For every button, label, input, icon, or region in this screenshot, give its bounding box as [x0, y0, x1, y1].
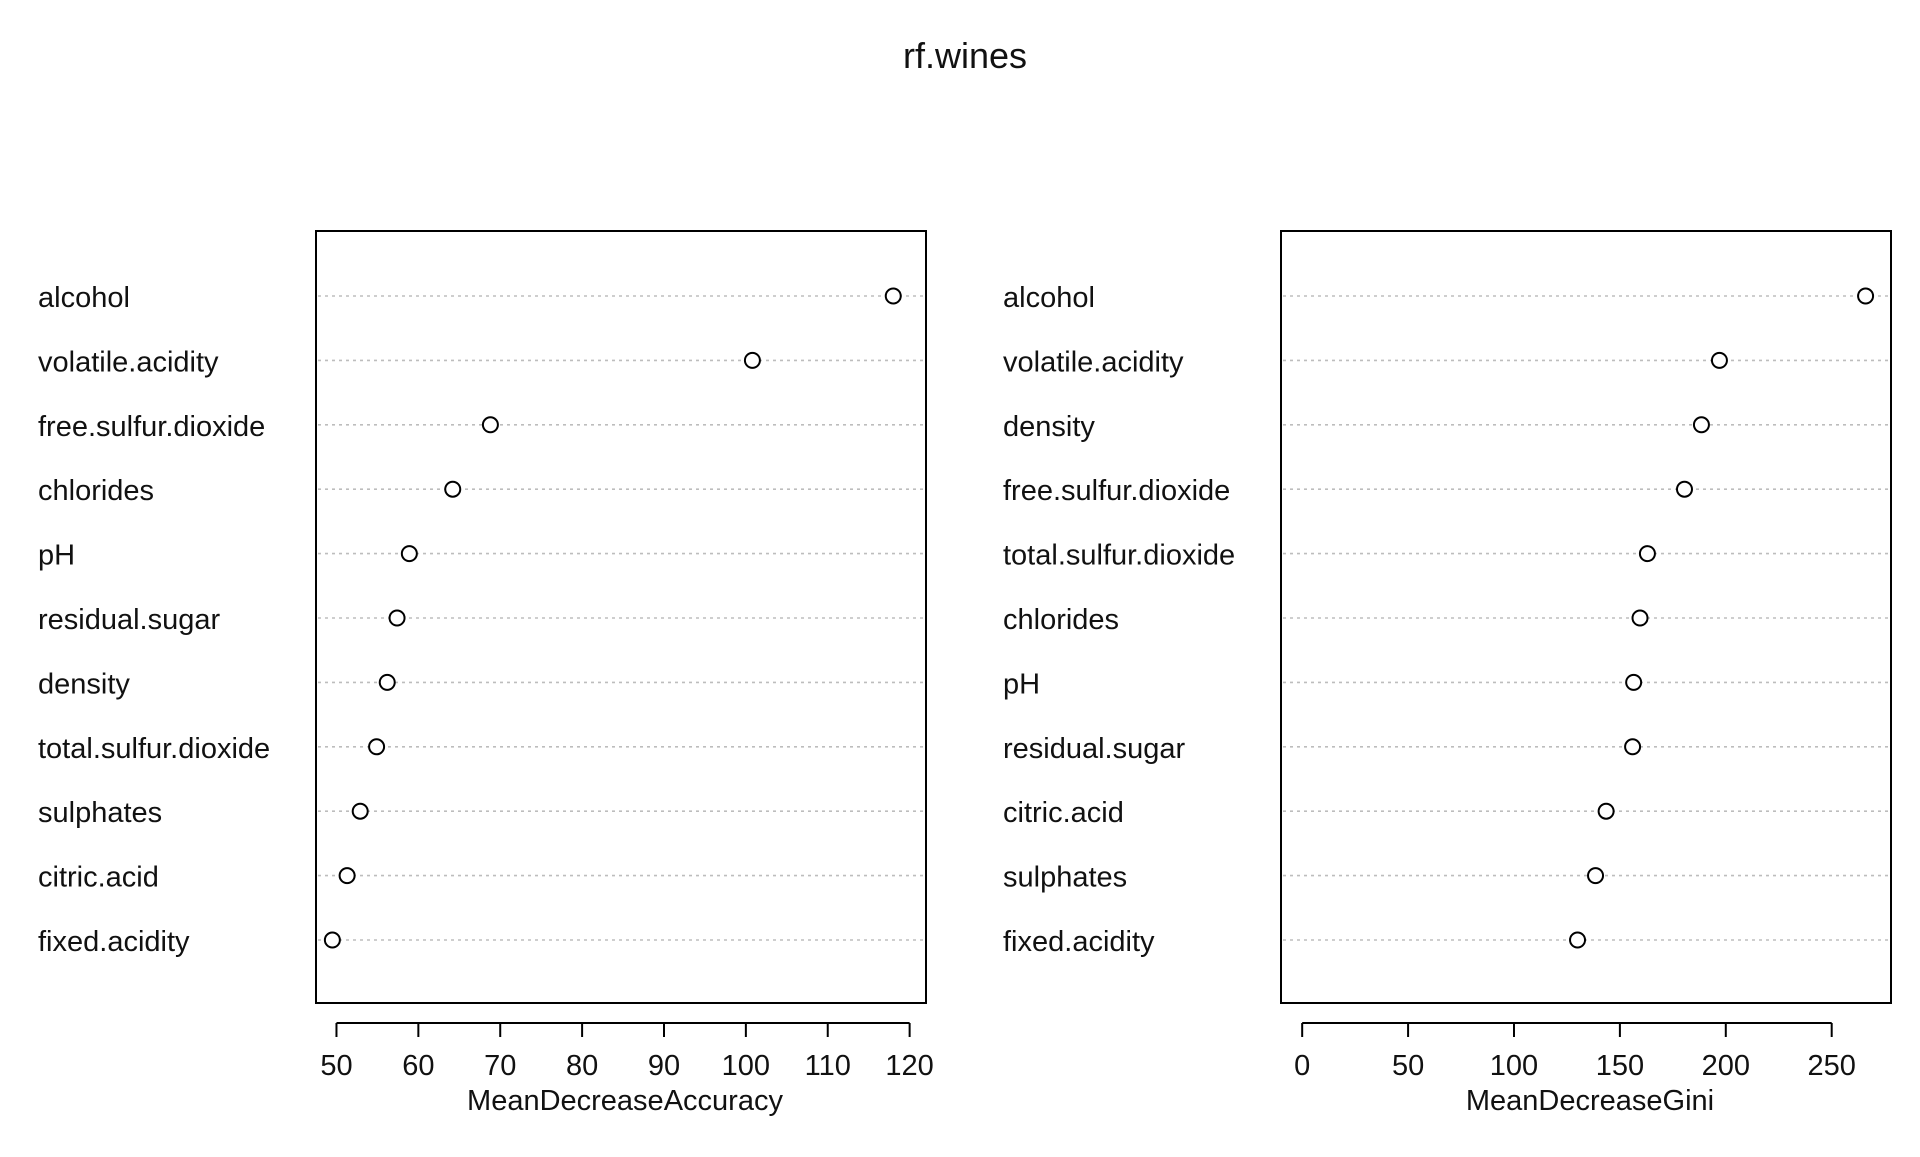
category-label: sulphates: [38, 797, 162, 829]
data-point: [1631, 609, 1649, 627]
data-point: [368, 738, 386, 756]
data-point: [1587, 867, 1605, 885]
x-tick-label: 70: [484, 1050, 516, 1082]
category-label: residual.sugar: [38, 604, 220, 636]
x-tick-label: 90: [648, 1050, 680, 1082]
data-point: [1675, 480, 1693, 498]
data-point: [1710, 351, 1728, 369]
x-tick-label: 200: [1702, 1050, 1750, 1082]
category-label: residual.sugar: [1003, 733, 1185, 765]
category-label: chlorides: [38, 475, 154, 507]
panel-mean-decrease-gini: alcohol volatile.acidity density free.sulfu…: [1003, 230, 1892, 1117]
category-label: alcohol: [1003, 282, 1095, 314]
category-label: free.sulfur.dioxide: [1003, 475, 1230, 507]
data-point: [1625, 673, 1643, 691]
category-label: fixed.acidity: [1003, 926, 1155, 958]
category-label: total.sulfur.dioxide: [1003, 540, 1235, 572]
category-label: free.sulfur.dioxide: [38, 411, 265, 443]
category-label: pH: [1003, 668, 1040, 700]
data-point: [388, 609, 406, 627]
data-point: [338, 867, 356, 885]
data-point: [1857, 287, 1875, 305]
x-tick-label: 80: [566, 1050, 598, 1082]
category-label: pH: [38, 540, 75, 572]
data-point: [1597, 802, 1615, 820]
panel-mean-decrease-accuracy: alcohol volatile.acidity free.sulfur.dioxi…: [38, 230, 934, 1117]
x-tick-label: 150: [1596, 1050, 1644, 1082]
category-label: density: [38, 668, 130, 700]
x-axis-title: MeanDecreaseGini: [1466, 1085, 1714, 1117]
data-point: [1569, 931, 1587, 949]
data-point: [444, 480, 462, 498]
category-label: citric.acid: [1003, 797, 1124, 829]
data-point: [1624, 738, 1642, 756]
data-point: [400, 545, 418, 563]
category-label: chlorides: [1003, 604, 1119, 636]
category-label: density: [1003, 411, 1095, 443]
x-tick-label: 250: [1807, 1050, 1855, 1082]
x-tick-label: 100: [1490, 1050, 1538, 1082]
x-tick-label: 100: [722, 1050, 770, 1082]
x-tick-label: 60: [402, 1050, 434, 1082]
plot-frame: [1280, 230, 1892, 1004]
category-label: total.sulfur.dioxide: [38, 733, 270, 765]
x-tick-label: 50: [1392, 1050, 1424, 1082]
x-tick-label: 110: [805, 1050, 851, 1082]
category-label: volatile.acidity: [1003, 346, 1184, 378]
data-point: [1638, 545, 1656, 563]
data-point: [323, 931, 341, 949]
category-label: citric.acid: [38, 862, 159, 894]
data-point: [351, 802, 369, 820]
category-label: sulphates: [1003, 862, 1127, 894]
x-axis-title: MeanDecreaseAccuracy: [467, 1085, 783, 1117]
data-point: [1692, 416, 1710, 434]
chart-title: rf.wines: [903, 35, 1027, 76]
x-tick-label: 50: [320, 1050, 352, 1082]
data-point: [378, 673, 396, 691]
data-point: [481, 416, 499, 434]
category-label: fixed.acidity: [38, 926, 190, 958]
plot-frame: [315, 230, 927, 1004]
category-label: volatile.acidity: [38, 346, 219, 378]
x-tick-label: 0: [1294, 1050, 1310, 1082]
x-tick-label: 120: [885, 1050, 933, 1082]
data-point: [743, 351, 761, 369]
data-point: [884, 287, 902, 305]
category-label: alcohol: [38, 282, 130, 314]
